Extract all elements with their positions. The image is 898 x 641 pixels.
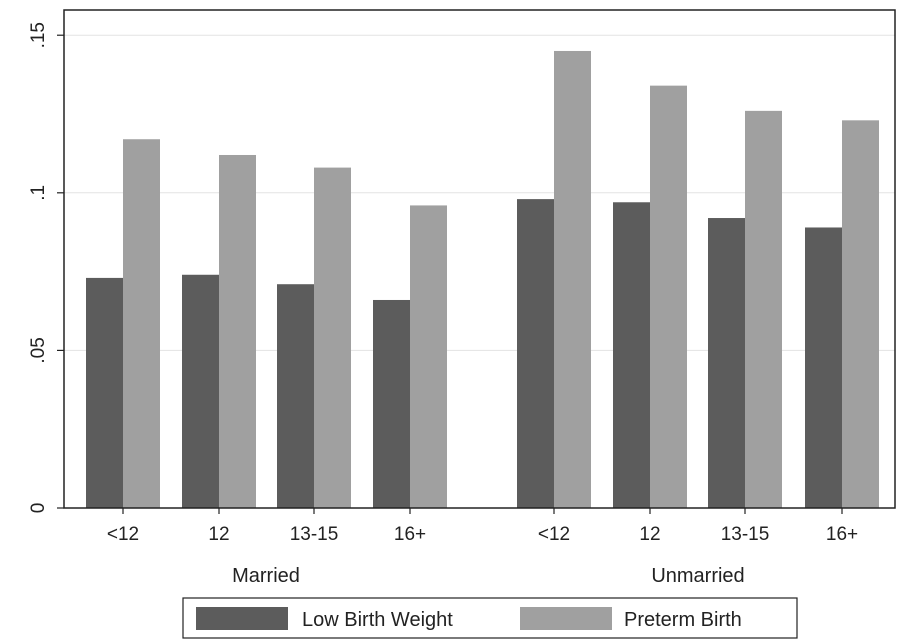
bar-preterm-birth — [219, 154, 256, 508]
legend-label: Preterm Birth — [624, 609, 742, 631]
y-tick-label: .15 — [28, 22, 49, 48]
bar-preterm-birth — [123, 139, 160, 508]
bar-low-birth-weight — [708, 218, 745, 508]
x-tick-label: 16+ — [826, 524, 858, 545]
bar-preterm-birth — [554, 50, 591, 509]
group-label: Unmarried — [651, 565, 744, 587]
group-label: Married — [232, 565, 300, 587]
y-tick-label: .05 — [28, 337, 49, 363]
x-tick-label: 13-15 — [721, 524, 770, 545]
bar-low-birth-weight — [182, 274, 219, 508]
y-tick-label: 0 — [28, 503, 49, 514]
x-axis: <12 12 13-15 16+ <12 12 13-15 16+ Married Unmarri… — [107, 508, 858, 587]
legend-label: Low Birth Weight — [302, 609, 453, 631]
y-axis: 0 .05 .1 .15 — [28, 22, 64, 513]
x-tick-label: 12 — [639, 524, 660, 545]
bar-preterm-birth — [842, 120, 879, 508]
x-tick-label: 12 — [208, 524, 229, 545]
bar-low-birth-weight — [277, 284, 314, 508]
x-tick-label: 13-15 — [290, 524, 339, 545]
bar-low-birth-weight — [613, 202, 650, 509]
plot-frame — [63, 9, 896, 509]
legend: Low Birth Weight Preterm Birth — [182, 597, 798, 639]
bar-low-birth-weight — [86, 277, 123, 508]
bar-low-birth-weight — [517, 199, 554, 508]
bar-preterm-birth — [745, 110, 782, 509]
bar-preterm-birth — [650, 85, 687, 508]
bar-low-birth-weight — [805, 227, 842, 508]
x-tick-label: 16+ — [394, 524, 426, 545]
bar-preterm-birth — [314, 167, 351, 508]
bar-low-birth-weight — [373, 299, 410, 508]
y-tick-label: .1 — [28, 185, 49, 201]
bar-preterm-birth — [410, 205, 447, 508]
legend-swatch — [520, 607, 612, 630]
legend-swatch — [196, 607, 288, 630]
x-tick-label: <12 — [107, 524, 139, 545]
bars — [86, 50, 879, 509]
x-tick-label: <12 — [538, 524, 570, 545]
